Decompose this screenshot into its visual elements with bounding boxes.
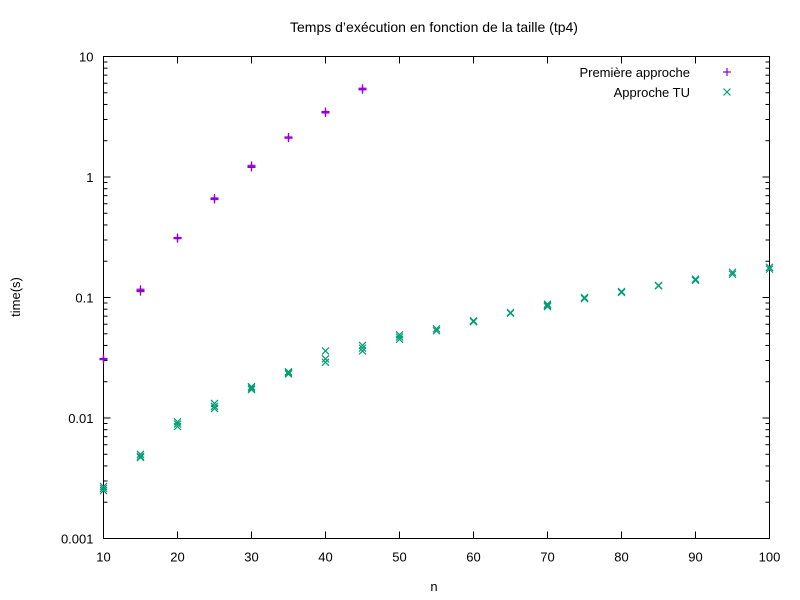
data-point-cross [580, 294, 589, 303]
data-point-cross [543, 301, 552, 310]
y-tick-label: 1 [86, 170, 93, 185]
data-point-cross [691, 275, 700, 284]
data-point-cross [469, 316, 478, 325]
data-point-plus [247, 163, 256, 172]
data-point-cross [284, 368, 293, 377]
data-point-cross [284, 370, 293, 378]
y-tick-label: 0.01 [68, 411, 93, 426]
data-point-cross [543, 302, 552, 311]
data-point-cross [765, 263, 774, 272]
data-point-cross [136, 450, 145, 459]
data-point-cross [321, 354, 330, 363]
y-tick-label: 0.001 [61, 532, 94, 547]
data-point-cross [395, 333, 404, 341]
data-point-plus [173, 234, 182, 243]
chart-title: Temps d’exécution en fonction de la tail… [290, 19, 578, 35]
data-point-plus [321, 108, 330, 117]
x-tick-label: 30 [244, 550, 258, 565]
data-point-cross [247, 384, 256, 393]
x-axis-ticks: 10 20 30 40 50 60 70 80 90 100 [96, 56, 781, 565]
legend-label-premiere-approche: Première approche [579, 65, 690, 80]
legend-marker-premiere-approche [723, 68, 731, 76]
x-axis-label: n [430, 579, 437, 594]
legend-label-approche-tu: Approche TU [614, 85, 690, 100]
data-point-cross [99, 482, 108, 491]
x-tick-label: 70 [540, 550, 554, 565]
y-tick-label: 0.1 [75, 291, 93, 306]
data-point-cross [136, 452, 145, 461]
y-tick-label: 10 [79, 50, 93, 65]
x-tick-label: 20 [170, 550, 184, 565]
data-point-cross [284, 367, 293, 376]
data-point-plus [136, 286, 145, 295]
data-point-cross [210, 402, 219, 411]
plot-frame [103, 56, 770, 539]
x-tick-label: 40 [318, 550, 332, 565]
data-point-cross [728, 270, 737, 279]
data-point-cross [691, 276, 700, 285]
data-point-cross [247, 382, 256, 391]
data-point-cross [432, 324, 441, 333]
data-point-cross [580, 293, 589, 302]
data-point-cross [617, 287, 626, 296]
data-point-cross [358, 344, 367, 353]
data-point-cross [358, 341, 367, 350]
data-point-cross [136, 453, 145, 462]
data-point-cross [247, 385, 256, 394]
data-point-plus [99, 354, 108, 363]
y-axis-ticks: 0.001 0.01 0.1 1 10 [61, 50, 770, 547]
data-point-plus [358, 85, 367, 94]
data-point-cross [765, 265, 774, 274]
data-point-cross [395, 330, 404, 339]
x-tick-label: 100 [759, 550, 781, 565]
data-point-cross [654, 281, 663, 290]
data-point-plus [210, 195, 219, 204]
legend-marker-approche-tu [723, 88, 731, 96]
data-point-cross [728, 268, 737, 277]
data-point-cross [617, 288, 626, 297]
x-tick-label: 80 [614, 550, 628, 565]
data-point-cross [210, 399, 219, 408]
data-points [99, 84, 774, 495]
series-0 [99, 84, 367, 364]
x-tick-label: 10 [96, 550, 110, 565]
data-point-cross [543, 300, 552, 309]
x-tick-label: 50 [392, 550, 406, 565]
data-point-cross [506, 308, 515, 317]
data-point-cross [173, 420, 182, 429]
series-1 [99, 263, 774, 495]
data-point-cross [432, 326, 441, 335]
data-point-cross [321, 347, 330, 355]
data-point-cross [173, 417, 182, 426]
x-tick-label: 60 [466, 550, 480, 565]
data-point-cross [99, 484, 108, 493]
data-point-cross [321, 358, 330, 367]
y-axis-label: time(s) [8, 277, 23, 317]
x-tick-label: 90 [688, 550, 702, 565]
legend: Première approche Approche TU [579, 65, 731, 100]
data-point-plus [284, 133, 293, 142]
